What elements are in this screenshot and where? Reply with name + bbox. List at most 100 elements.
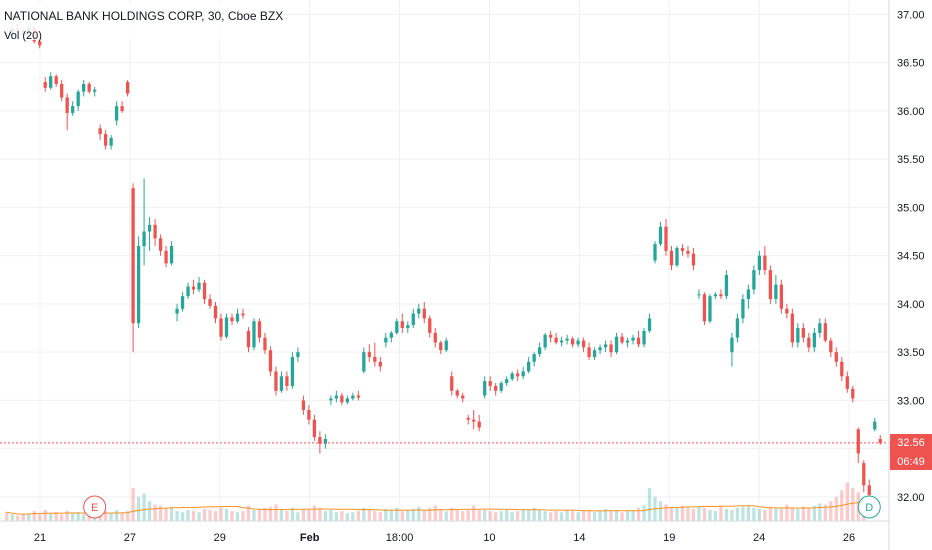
- candle: [285, 371, 289, 391]
- volume-bar: [389, 510, 393, 521]
- candle-body: [647, 318, 652, 331]
- candle-body: [746, 289, 751, 300]
- volume-bar: [296, 512, 300, 521]
- candle-body: [796, 328, 800, 343]
- volume-bar: [219, 507, 223, 521]
- candle-body: [774, 284, 778, 300]
- candle: [532, 352, 536, 367]
- volume-bar: [735, 507, 740, 521]
- candle: [230, 313, 234, 326]
- candle-body: [323, 438, 328, 444]
- volume-bar: [576, 512, 580, 521]
- candle-body: [675, 247, 679, 266]
- candle: [708, 294, 712, 324]
- earnings-marker[interactable]: E: [83, 495, 107, 519]
- candle-body: [60, 83, 64, 98]
- volume-bar: [345, 513, 350, 521]
- candle: [516, 369, 520, 382]
- time-tick-label: 14: [573, 532, 585, 544]
- time-axis[interactable]: 21 27 29 Feb 18:00 10 14 19 24 26: [34, 532, 855, 544]
- volume-bar: [400, 511, 404, 521]
- candle-body: [49, 76, 53, 88]
- candle: [406, 321, 410, 333]
- volume-bar: [208, 510, 212, 521]
- candle: [263, 332, 267, 355]
- volume-bar: [263, 507, 267, 521]
- volume-bar: [103, 511, 108, 521]
- candle: [268, 346, 273, 377]
- volume-indicator-label[interactable]: Vol (20): [4, 30, 42, 42]
- candle: [862, 460, 866, 493]
- candle: [823, 318, 827, 343]
- volume-bar: [730, 510, 734, 521]
- candle: [422, 301, 426, 324]
- volume-bar: [153, 504, 157, 521]
- candle: [92, 86, 97, 97]
- candle: [675, 246, 679, 268]
- symbol-title[interactable]: NATIONAL BANK HOLDINGS CORP, 30, Cboe BZ…: [4, 9, 283, 23]
- volume-bar: [49, 513, 53, 521]
- candle: [565, 334, 569, 345]
- volume-bar: [257, 508, 262, 521]
- candle: [439, 340, 443, 355]
- candle: [702, 292, 707, 326]
- candle-body: [851, 388, 855, 399]
- candle: [114, 101, 119, 126]
- candle-body: [779, 284, 784, 309]
- volume-bar: [697, 506, 701, 521]
- volume-bar: [43, 510, 47, 521]
- candle: [559, 336, 564, 347]
- volume-bar: [120, 512, 124, 521]
- volume-bar: [439, 508, 443, 521]
- candle-body: [614, 336, 619, 353]
- volume-bar: [87, 515, 91, 521]
- candle-body: [175, 308, 179, 314]
- volume-bar: [614, 510, 619, 521]
- candle: [257, 318, 262, 343]
- candle: [158, 234, 163, 256]
- candle: [417, 303, 421, 319]
- candle-body: [125, 82, 130, 94]
- candle-body: [807, 337, 811, 348]
- candle-body: [472, 419, 476, 422]
- volume-bar: [433, 505, 437, 521]
- volume-bar: [812, 505, 816, 521]
- candle: [691, 247, 696, 271]
- candle-body: [428, 318, 432, 333]
- volume-bar: [719, 505, 723, 521]
- candle-body: [417, 308, 421, 314]
- candle: [252, 318, 256, 351]
- volume-bar: [647, 488, 652, 521]
- candle: [384, 332, 388, 348]
- candle-body: [356, 395, 360, 398]
- volume-bar: [455, 510, 459, 521]
- candle: [554, 332, 558, 345]
- volume-bar: [395, 507, 399, 521]
- candle: [175, 303, 179, 322]
- candle-body: [186, 286, 190, 297]
- candle-body: [54, 76, 58, 84]
- candle: [395, 318, 399, 335]
- candle: [433, 328, 437, 348]
- candle: [378, 356, 382, 372]
- candle-body: [169, 246, 174, 264]
- volume-bar: [532, 507, 536, 521]
- volume-bar: [543, 511, 547, 521]
- candle-body: [548, 334, 553, 338]
- candle-body: [845, 376, 849, 389]
- candle: [642, 328, 646, 348]
- candle-body: [103, 134, 108, 146]
- candle-body: [483, 381, 487, 396]
- dividend-marker[interactable]: D: [857, 495, 881, 519]
- candle: [301, 395, 306, 415]
- candle: [603, 340, 608, 353]
- candle-body: [395, 321, 399, 333]
- volume-bar: [82, 514, 86, 521]
- candle: [136, 236, 141, 329]
- price-axis[interactable]: 37.00 36.50 36.00 35.50 35.00 34.50 34.00 33.50…: [897, 9, 925, 503]
- candle-body: [340, 395, 344, 403]
- price-tick-label: 36.00: [897, 106, 925, 118]
- candle: [664, 219, 668, 256]
